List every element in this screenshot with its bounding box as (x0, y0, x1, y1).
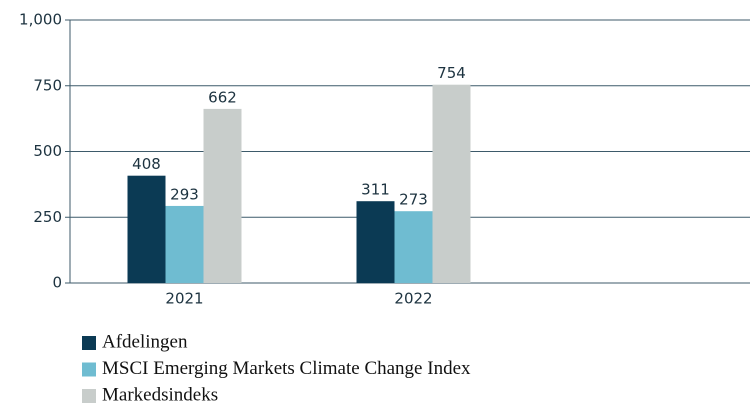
y-tick-label: 500 (33, 142, 62, 160)
y-tick-label: 750 (33, 76, 62, 94)
y-tick-label: 1,000 (19, 11, 62, 29)
legend-swatch (82, 362, 96, 377)
bar (203, 108, 242, 283)
legend-swatch (82, 389, 96, 403)
legend-label: MSCI Emerging Markets Climate Change Ind… (102, 358, 471, 379)
x-tick-label: 2021 (165, 290, 203, 308)
value-label: 408 (132, 155, 161, 173)
value-label: 293 (170, 185, 199, 203)
x-tick-label: 2022 (394, 290, 432, 308)
bar (356, 201, 395, 283)
value-label: 754 (437, 64, 466, 82)
legend-label: Afdelingen (102, 331, 188, 352)
value-label: 662 (208, 88, 237, 106)
bar (432, 84, 471, 283)
value-label: 273 (399, 191, 428, 209)
y-tick-label: 250 (33, 208, 62, 226)
bar (394, 211, 433, 283)
legend-label: Markedsindeks (102, 384, 218, 405)
value-label: 311 (361, 181, 390, 199)
legend-swatch (82, 336, 96, 350)
y-tick-label: 0 (52, 274, 62, 292)
bar (165, 205, 204, 283)
bar (127, 175, 166, 283)
